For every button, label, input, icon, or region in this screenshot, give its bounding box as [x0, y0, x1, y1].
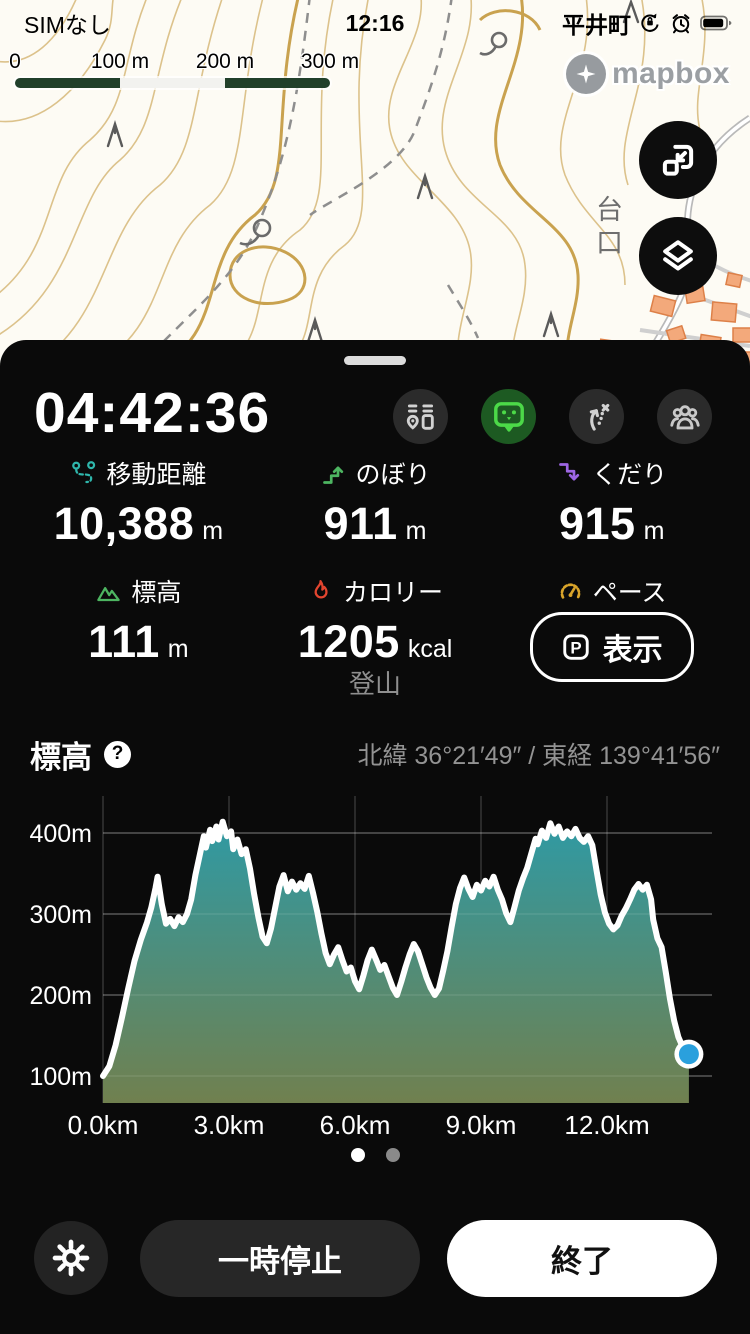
- show-pace-button[interactable]: P 表示: [529, 612, 694, 682]
- svg-text:100m: 100m: [29, 1063, 92, 1091]
- page-dot-0[interactable]: [350, 1148, 365, 1162]
- stats-grid: 移動距離 10,388 m のぼり 911 m: [20, 456, 730, 682]
- finish-button[interactable]: 終了: [447, 1220, 717, 1297]
- scale-bar: [15, 78, 330, 88]
- tracking-sheet: 04:42:36: [0, 340, 750, 1334]
- elevation-section-header: 標高 ? 北緯 36°21′49″ / 東経 139°41′56″: [30, 736, 720, 775]
- help-button[interactable]: ?: [104, 740, 131, 768]
- mode-buttons: [393, 389, 712, 444]
- battery-icon: [700, 14, 734, 32]
- elevation-chart[interactable]: 100m 200m 300m 400m 0.0km 3.0km 6.0km 9.0km 12.0…: [0, 790, 750, 1142]
- waypoints-plan-button[interactable]: [393, 389, 448, 444]
- stat-value: 10,388: [53, 498, 195, 549]
- stat-value: 911: [323, 498, 398, 549]
- stat-label: のぼり: [355, 461, 431, 489]
- waypoints-icon: [406, 404, 434, 430]
- mapbox-wordmark: mapbox: [611, 57, 730, 90]
- elevation-title: 標高: [30, 739, 92, 775]
- stat-label: くだり: [592, 461, 668, 489]
- gear-icon: [52, 1239, 90, 1277]
- status-face-button[interactable]: [481, 389, 536, 444]
- svg-text:6.0km: 6.0km: [320, 1110, 391, 1140]
- collapse-map-button[interactable]: [639, 121, 717, 199]
- svg-text:200m: 200m: [29, 982, 92, 1010]
- clock-label: 12:16: [345, 9, 405, 36]
- gauge-icon: [560, 582, 581, 599]
- map-layers-button[interactable]: [639, 217, 717, 295]
- sheet-drag-handle[interactable]: [344, 356, 406, 365]
- location-label: 平井町: [562, 12, 631, 38]
- svg-text:300m: 300m: [29, 901, 92, 929]
- stat-unit: m: [643, 517, 665, 545]
- alarm-clock-icon: [669, 11, 693, 35]
- group-button[interactable]: [657, 389, 712, 444]
- activity-type-label: 登山: [348, 669, 401, 699]
- stat-label: 移動距離: [106, 461, 207, 489]
- stat-moving-distance: 移動距離 10,388 m: [20, 456, 257, 550]
- coordinates-label: 北緯 36°21′49″ / 東経 139°41′56″: [357, 742, 720, 770]
- stat-ascent: のぼり 911 m: [257, 456, 494, 550]
- map-place-label: 台口: [592, 195, 622, 261]
- status-bar: SIMなし 12:16 平井町: [0, 7, 750, 39]
- stat-value: 915: [558, 498, 636, 549]
- stat-elevation: 標高 111 m: [20, 574, 257, 682]
- elapsed-time: 04:42:36: [34, 381, 271, 445]
- route-options-button[interactable]: [569, 389, 624, 444]
- carrier-label: SIMなし: [24, 12, 111, 38]
- stat-unit: m: [405, 517, 427, 545]
- ascent-icon: [322, 466, 343, 484]
- route-x-icon: [589, 403, 609, 431]
- stat-unit: m: [167, 635, 189, 663]
- orientation-lock-icon: [638, 11, 662, 35]
- svg-text:P: P: [570, 638, 581, 657]
- stat-unit: kcal: [407, 635, 453, 663]
- flame-icon: [314, 579, 328, 598]
- stat-label: カロリー: [343, 579, 444, 607]
- svg-text:12.0km: 12.0km: [564, 1110, 649, 1140]
- svg-text:9.0km: 9.0km: [446, 1110, 517, 1140]
- scale-label-200: 200 m: [195, 50, 255, 73]
- mapbox-attribution[interactable]: mapbox: [565, 54, 730, 94]
- topo-map[interactable]: SIMなし 12:16 平井町 0 100 m 200 m: [0, 0, 750, 368]
- stat-unit: m: [202, 517, 224, 545]
- smiley-bubble-icon: [493, 401, 524, 432]
- stat-label: ペース: [592, 579, 667, 607]
- settings-button[interactable]: [34, 1221, 108, 1295]
- show-pace-label: 表示: [602, 634, 663, 667]
- p-badge-icon: P: [562, 634, 589, 660]
- stat-value: 1205: [297, 616, 400, 667]
- scale-label-0: 0: [9, 50, 21, 73]
- collapse-icon: [662, 144, 694, 176]
- mapbox-logo-icon: [565, 54, 606, 94]
- stat-value: 111: [88, 616, 160, 667]
- scale-label-100: 100 m: [90, 50, 150, 73]
- scale-label-300: 300 m: [300, 50, 360, 73]
- group-icon: [669, 404, 700, 429]
- route-icon: [72, 460, 96, 483]
- mountain-icon: [97, 586, 121, 601]
- page-indicator[interactable]: [0, 1148, 750, 1162]
- stat-descent: くだり 915 m: [493, 456, 730, 550]
- descent-icon: [559, 462, 580, 480]
- stat-label: 標高: [131, 579, 182, 607]
- pause-button[interactable]: 一時停止: [140, 1220, 420, 1297]
- stat-pace: ペース P 表示: [493, 574, 730, 682]
- map-scale: 0 100 m 200 m 300 m: [9, 50, 359, 88]
- page-dot-1[interactable]: [385, 1148, 400, 1162]
- stat-calories: カロリー 1205 kcal: [257, 574, 494, 682]
- svg-text:400m: 400m: [29, 820, 92, 848]
- svg-text:0.0km: 0.0km: [68, 1110, 139, 1140]
- layers-icon: [663, 240, 693, 271]
- svg-text:3.0km: 3.0km: [194, 1110, 265, 1140]
